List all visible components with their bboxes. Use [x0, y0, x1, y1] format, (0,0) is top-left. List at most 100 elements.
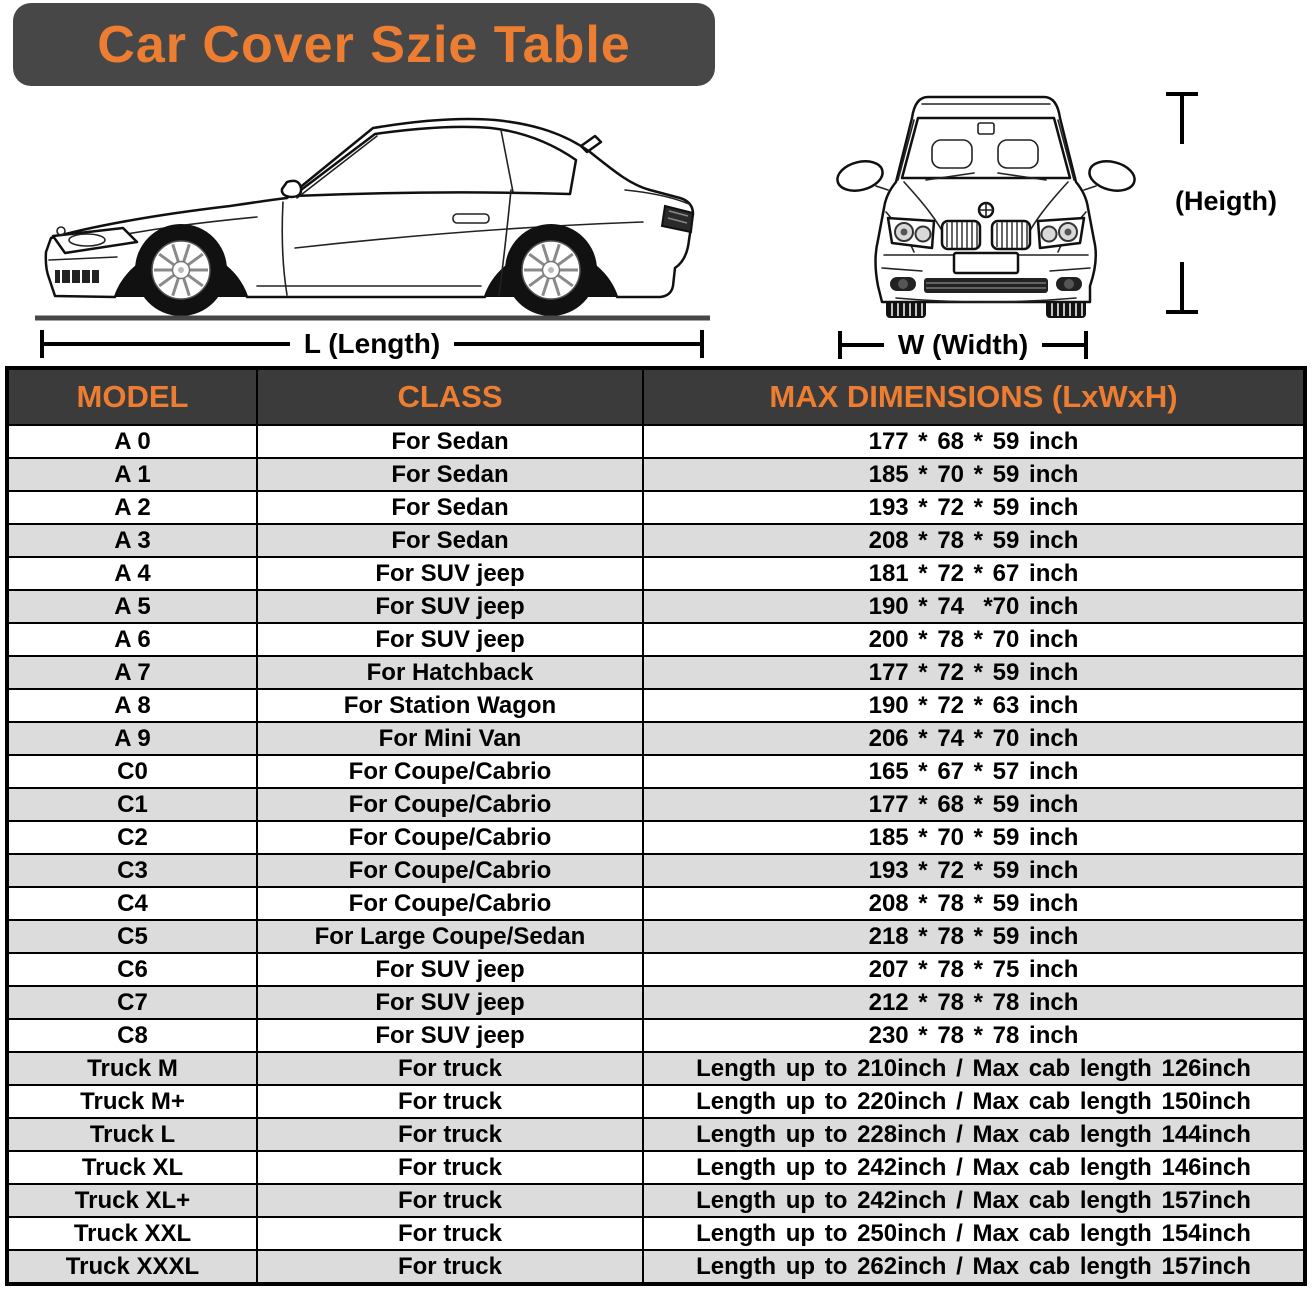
model-cell: C7	[6, 985, 258, 1020]
class-cell: For Coupe/Cabrio	[256, 787, 644, 822]
model-cell: C4	[6, 886, 258, 921]
model-cell: A 0	[6, 424, 258, 459]
dimension-line	[454, 342, 700, 346]
dimension-tick	[1166, 310, 1198, 314]
dimensions-cell: Length up to 220inch / Max cab length 15…	[642, 1084, 1306, 1119]
table-row: C3 For Coupe/Cabrio 193 * 72 * 59 inch	[6, 853, 1306, 888]
size-table: MODEL CLASS MAX DIMENSIONS (LxWxH) A 0 F…	[5, 366, 1307, 1286]
table-row: A 0 For Sedan 177 * 68 * 59 inch	[6, 424, 1306, 459]
model-cell: C5	[6, 919, 258, 954]
dimensions-cell: 177 * 68 * 59 inch	[642, 424, 1306, 459]
dimensions-cell: 208 * 78 * 59 inch	[642, 886, 1306, 921]
dimensions-cell: 165 * 67 * 57 inch	[642, 754, 1306, 789]
dimension-line	[1042, 343, 1085, 347]
model-cell: Truck M+	[6, 1084, 258, 1119]
dimensions-cell: 177 * 72 * 59 inch	[642, 655, 1306, 690]
model-cell: A 4	[6, 556, 258, 591]
dimensions-cell: Length up to 242inch / Max cab length 15…	[642, 1183, 1306, 1218]
page-title: Car Cover Szie Table	[97, 15, 631, 74]
model-cell: C8	[6, 1018, 258, 1053]
class-cell: For Sedan	[256, 424, 644, 459]
dimension-line	[842, 343, 884, 347]
model-cell: C0	[6, 754, 258, 789]
length-label: L (Length)	[303, 328, 441, 359]
dimensions-cell: 206 * 74 * 70 inch	[642, 721, 1306, 756]
dimensions-cell: Length up to 210inch / Max cab length 12…	[642, 1051, 1306, 1086]
model-cell: A 8	[6, 688, 258, 723]
table-row: A 9 For Mini Van 206 * 74 * 70 inch	[6, 721, 1306, 756]
table-row: Truck XXXL For truck Length up to 262inc…	[6, 1249, 1306, 1285]
dimensions-cell: 193 * 72 * 59 inch	[642, 490, 1306, 525]
car-front-view-illustration	[836, 95, 1136, 318]
model-cell: A 5	[6, 589, 258, 624]
model-cell: Truck XXXL	[6, 1249, 258, 1285]
dimensions-cell: 185 * 70 * 59 inch	[642, 457, 1306, 492]
class-cell: For SUV jeep	[256, 952, 644, 987]
class-cell: For Sedan	[256, 490, 644, 525]
class-cell: For Coupe/Cabrio	[256, 820, 644, 855]
model-cell: C3	[6, 853, 258, 888]
dimensions-cell: 218 * 78 * 59 inch	[642, 919, 1306, 954]
model-cell: Truck M	[6, 1051, 258, 1086]
class-cell: For truck	[256, 1117, 644, 1152]
class-cell: For Coupe/Cabrio	[256, 853, 644, 888]
dimensions-cell: 193 * 72 * 59 inch	[642, 853, 1306, 888]
dimension-tick	[838, 331, 842, 359]
table-row: C4 For Coupe/Cabrio 208 * 78 * 59 inch	[6, 886, 1306, 921]
model-cell: A 1	[6, 457, 258, 492]
dimensions-cell: 230 * 78 * 78 inch	[642, 1018, 1306, 1053]
table-row: C5 For Large Coupe/Sedan 218 * 78 * 59 i…	[6, 919, 1306, 954]
model-cell: Truck XL+	[6, 1183, 258, 1218]
dimensions-cell: 208 * 78 * 59 inch	[642, 523, 1306, 558]
dimension-line	[1180, 262, 1184, 310]
table-row: A 6 For SUV jeep 200 * 78 * 70 inch	[6, 622, 1306, 657]
model-cell: Truck XXL	[6, 1216, 258, 1251]
dimension-tick	[40, 330, 44, 358]
model-cell: C1	[6, 787, 258, 822]
dimensions-cell: 177 * 68 * 59 inch	[642, 787, 1306, 822]
width-label: W (Width)	[897, 329, 1029, 360]
class-cell: For Coupe/Cabrio	[256, 886, 644, 921]
table-row: A 2 For Sedan 193 * 72 * 59 inch	[6, 490, 1306, 525]
dimension-tick	[1166, 92, 1198, 96]
table-row: Truck L For truck Length up to 228inch /…	[6, 1117, 1306, 1152]
table-row: Truck M+ For truck Length up to 220inch …	[6, 1084, 1306, 1119]
class-cell: For SUV jeep	[256, 556, 644, 591]
car-side-view-illustration	[35, 117, 710, 321]
table-row: C6 For SUV jeep 207 * 78 * 75 inch	[6, 952, 1306, 987]
class-cell: For Sedan	[256, 457, 644, 492]
class-cell: For SUV jeep	[256, 589, 644, 624]
dimensions-cell: Length up to 242inch / Max cab length 14…	[642, 1150, 1306, 1185]
dimensions-cell: 185 * 70 * 59 inch	[642, 820, 1306, 855]
title-banner: Car Cover Szie Table	[13, 3, 715, 86]
class-cell: For SUV jeep	[256, 1018, 644, 1053]
class-cell: For SUV jeep	[256, 622, 644, 657]
table-row: A 7 For Hatchback 177 * 72 * 59 inch	[6, 655, 1306, 690]
table-row: C1 For Coupe/Cabrio 177 * 68 * 59 inch	[6, 787, 1306, 822]
table-row: A 1 For Sedan 185 * 70 * 59 inch	[6, 457, 1306, 492]
class-cell: For truck	[256, 1084, 644, 1119]
dimensions-cell: 190 * 74 *70 inch	[642, 589, 1306, 624]
table-row: C7 For SUV jeep 212 * 78 * 78 inch	[6, 985, 1306, 1020]
dimensions-cell: 212 * 78 * 78 inch	[642, 985, 1306, 1020]
model-cell: A 2	[6, 490, 258, 525]
model-cell: A 6	[6, 622, 258, 657]
dimension-tick	[1084, 331, 1089, 359]
class-cell: For Hatchback	[256, 655, 644, 690]
class-cell: For Mini Van	[256, 721, 644, 756]
dimensions-cell: Length up to 250inch / Max cab length 15…	[642, 1216, 1306, 1251]
class-cell: For truck	[256, 1183, 644, 1218]
table-row: Truck XXL For truck Length up to 250inch…	[6, 1216, 1306, 1251]
model-cell: C6	[6, 952, 258, 987]
table-row: C0 For Coupe/Cabrio 165 * 67 * 57 inch	[6, 754, 1306, 789]
dimensions-cell: Length up to 228inch / Max cab length 14…	[642, 1117, 1306, 1152]
class-cell: For truck	[256, 1216, 644, 1251]
table-row: A 3 For Sedan 208 * 78 * 59 inch	[6, 523, 1306, 558]
class-cell: For Large Coupe/Sedan	[256, 919, 644, 954]
model-cell: Truck L	[6, 1117, 258, 1152]
header-model: MODEL	[6, 367, 258, 426]
header-class: CLASS	[256, 367, 644, 426]
table-row: A 8 For Station Wagon 190 * 72 * 63 inch	[6, 688, 1306, 723]
class-cell: For truck	[256, 1150, 644, 1185]
